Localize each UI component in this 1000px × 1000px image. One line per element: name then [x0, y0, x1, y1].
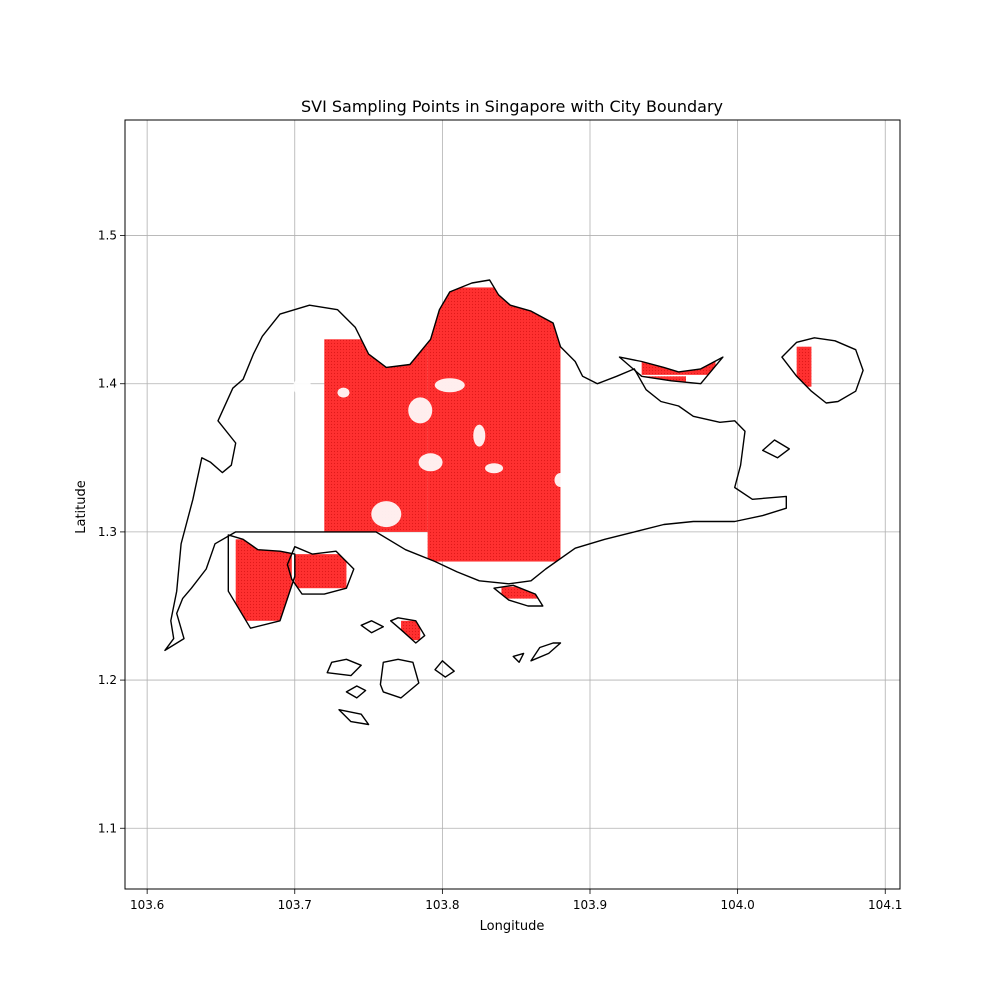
unsampled-area [418, 453, 443, 472]
unsampled-area [610, 414, 635, 425]
x-axis-label: Longitude [480, 919, 545, 934]
x-tick-label: 103.9 [573, 898, 607, 912]
boundary-outline [390, 617, 426, 644]
svi-sampling-points [235, 287, 812, 641]
boundary-outline [512, 652, 525, 663]
boundary-outline [530, 642, 562, 662]
sampling-point-cluster [427, 287, 561, 562]
x-tick-label: 103.7 [278, 898, 312, 912]
sampling-points-fill [294, 554, 347, 589]
unsampled-area [275, 433, 294, 448]
boundary-outline [618, 356, 724, 385]
y-tick-label: 1.3 [98, 525, 117, 539]
y-axis-ticks: 1.1 1.2 1.3 1.4 1.5 [98, 229, 125, 835]
x-tick-label: 104.1 [868, 898, 902, 912]
x-tick-label: 103.8 [425, 898, 459, 912]
boundary-outline [493, 584, 544, 607]
sampling-points-fill [324, 339, 428, 532]
unsampled-area [554, 473, 567, 488]
sampling-point-cluster [501, 586, 539, 599]
city-boundary [164, 279, 864, 726]
sampling-point-cluster [796, 346, 812, 387]
y-tick-label: 1.4 [98, 377, 117, 391]
sampling-points-fill [501, 586, 539, 599]
sampling-points-fill [427, 287, 561, 562]
y-tick-label: 1.2 [98, 673, 117, 687]
chart-title: SVI Sampling Points in Singapore with Ci… [301, 97, 723, 116]
unsampled-area [485, 463, 504, 474]
boundary-outline [781, 337, 864, 404]
unsampled-area [408, 397, 433, 424]
unsampled-area [672, 385, 685, 412]
sampling-point-cluster [324, 339, 428, 532]
boundary-outline [286, 546, 355, 595]
boundary-outline [434, 660, 455, 678]
unsampled-area [371, 501, 402, 528]
unsampled-area [637, 463, 667, 482]
boundary-outline [326, 658, 362, 677]
unsampled-area [434, 378, 465, 393]
boundary-outline [345, 685, 367, 699]
unsampled-area [473, 424, 486, 447]
boundary-outline [360, 620, 384, 634]
boundary-outline [379, 658, 420, 699]
x-tick-label: 104.0 [720, 898, 754, 912]
sampling-point-cluster [235, 539, 292, 621]
unsampled-area [592, 429, 611, 452]
plot-frame [124, 119, 901, 890]
boundary-outline [762, 439, 790, 459]
unsampled-areas [226, 377, 685, 529]
sampling-points-fill [796, 346, 812, 387]
y-tick-label: 1.1 [98, 821, 117, 835]
y-axis-label: Latitude [74, 480, 89, 534]
unsampled-area [226, 506, 251, 529]
unsampled-area [337, 387, 350, 398]
sampling-points-fill [235, 539, 292, 621]
unsampled-area [242, 423, 273, 434]
x-tick-label: 103.6 [130, 898, 164, 912]
boundary-outline [227, 534, 296, 629]
sampling-point-cluster [294, 554, 347, 589]
boundary-outline [164, 279, 787, 652]
y-tick-label: 1.5 [98, 229, 117, 243]
unsampled-area [293, 377, 312, 396]
x-axis-ticks: 103.6 103.7 103.8 103.9 104.0 104.1 [130, 889, 902, 912]
boundary-outline [338, 709, 370, 726]
